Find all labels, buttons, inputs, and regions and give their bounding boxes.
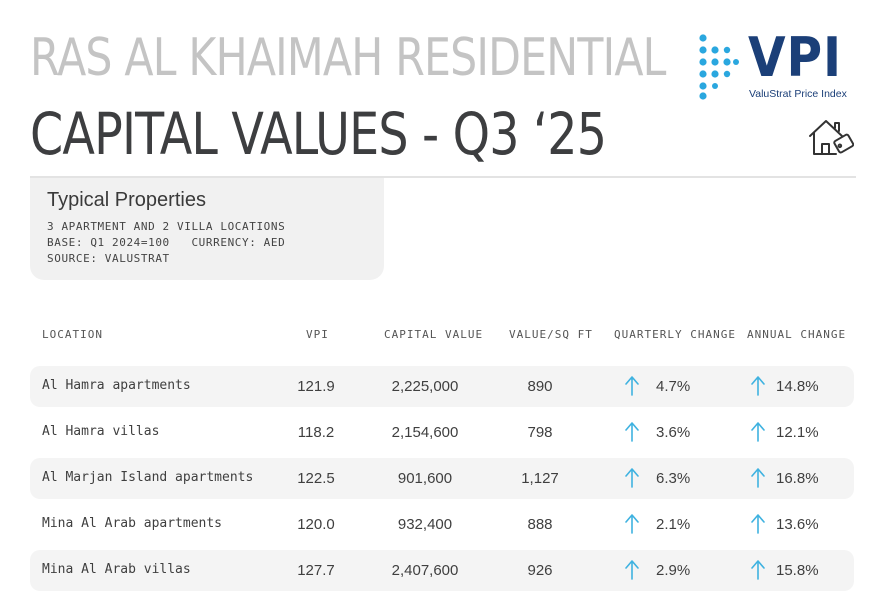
vpi-cell: 120.0 <box>297 516 335 533</box>
vpi-cell: 118.2 <box>297 424 335 441</box>
info-card: Typical Properties 3 APARTMENT AND 2 VIL… <box>30 178 384 280</box>
location-cell: Mina Al Arab apartments <box>42 516 223 531</box>
capital-value-cell: 2,407,600 <box>391 562 459 579</box>
up-arrow-icon <box>751 468 765 488</box>
location-cell: Al Hamra villas <box>42 424 160 439</box>
quarterly-change-value: 2.9% <box>656 562 691 579</box>
table-row: Al Hamra villas 118.2 2,154,600 798 3.6%… <box>30 412 854 453</box>
capital-value-cell: 2,225,000 <box>391 378 459 395</box>
header-divider <box>30 176 856 178</box>
house-price-tag-icon <box>809 120 854 155</box>
table-row: Mina Al Arab apartments 120.0 932,400 88… <box>30 504 854 545</box>
info-card-source: SOURCE: VALUSTRAT <box>47 252 170 265</box>
up-arrow-icon <box>625 422 639 442</box>
column-header-vpi: VPI <box>306 328 329 341</box>
info-card-base-currency: BASE: Q1 2024=100 CURRENCY: AED <box>47 236 286 249</box>
up-arrow-icon <box>751 376 765 396</box>
table-row: Al Hamra apartments 121.9 2,225,000 890 … <box>30 366 854 407</box>
annual-change-value: 16.8% <box>776 470 819 487</box>
quarterly-change-value: 4.7% <box>656 378 691 395</box>
column-header-annual-change: ANNUAL CHANGE <box>747 328 847 341</box>
value-sqft-cell: 926 <box>527 562 553 579</box>
vpi-cell: 122.5 <box>297 470 335 487</box>
value-sqft-cell: 888 <box>527 516 553 533</box>
quarterly-change-value: 2.1% <box>656 516 691 533</box>
vpi-logo-subtitle: ValuStrat Price Index <box>749 88 847 100</box>
up-arrow-icon <box>625 468 639 488</box>
quarterly-change-value: 6.3% <box>656 470 691 487</box>
quarterly-change-value: 3.6% <box>656 424 691 441</box>
annual-change-value: 15.8% <box>776 562 819 579</box>
vpi-cell: 121.9 <box>297 378 335 395</box>
capital-value-cell: 932,400 <box>397 516 453 533</box>
up-arrow-icon <box>751 514 765 534</box>
column-header-location: LOCATION <box>42 328 103 341</box>
report-title-line1: RAS AL KHAIMAH RESIDENTIAL <box>30 28 666 88</box>
value-sqft-cell: 1,127 <box>521 470 559 487</box>
column-header-quarterly-change: QUARTERLY CHANGE <box>614 328 736 341</box>
info-card-title: Typical Properties <box>47 189 206 211</box>
vpi-logo-text: VPI <box>748 26 843 89</box>
location-cell: Mina Al Arab villas <box>42 562 191 577</box>
table-row: Al Marjan Island apartments 122.5 901,60… <box>30 458 854 499</box>
up-arrow-icon <box>625 514 639 534</box>
column-header-value-sqft: VALUE/SQ FT <box>509 328 593 341</box>
table-row: Mina Al Arab villas 127.7 2,407,600 926 … <box>30 550 854 591</box>
up-arrow-icon <box>751 422 765 442</box>
value-sqft-cell: 890 <box>527 378 553 395</box>
annual-change-value: 14.8% <box>776 378 819 395</box>
location-cell: Al Marjan Island apartments <box>42 470 254 485</box>
vpi-dots-icon <box>699 34 739 100</box>
up-arrow-icon <box>625 376 639 396</box>
value-sqft-cell: 798 <box>527 424 553 441</box>
up-arrow-icon <box>751 560 765 580</box>
capital-value-cell: 901,600 <box>397 470 453 487</box>
column-header-capital-value: CAPITAL VALUE <box>384 328 484 341</box>
location-cell: Al Hamra apartments <box>42 378 191 393</box>
vpi-cell: 127.7 <box>297 562 335 579</box>
vpi-logo: VPI ValuStrat Price Index <box>696 26 856 102</box>
report-title-line2: CAPITAL VALUES - Q3 ‘25 <box>30 100 607 168</box>
capital-value-cell: 2,154,600 <box>391 424 459 441</box>
annual-change-value: 12.1% <box>776 424 819 441</box>
up-arrow-icon <box>625 560 639 580</box>
info-card-locations: 3 APARTMENT AND 2 VILLA LOCATIONS <box>47 220 286 233</box>
annual-change-value: 13.6% <box>776 516 819 533</box>
